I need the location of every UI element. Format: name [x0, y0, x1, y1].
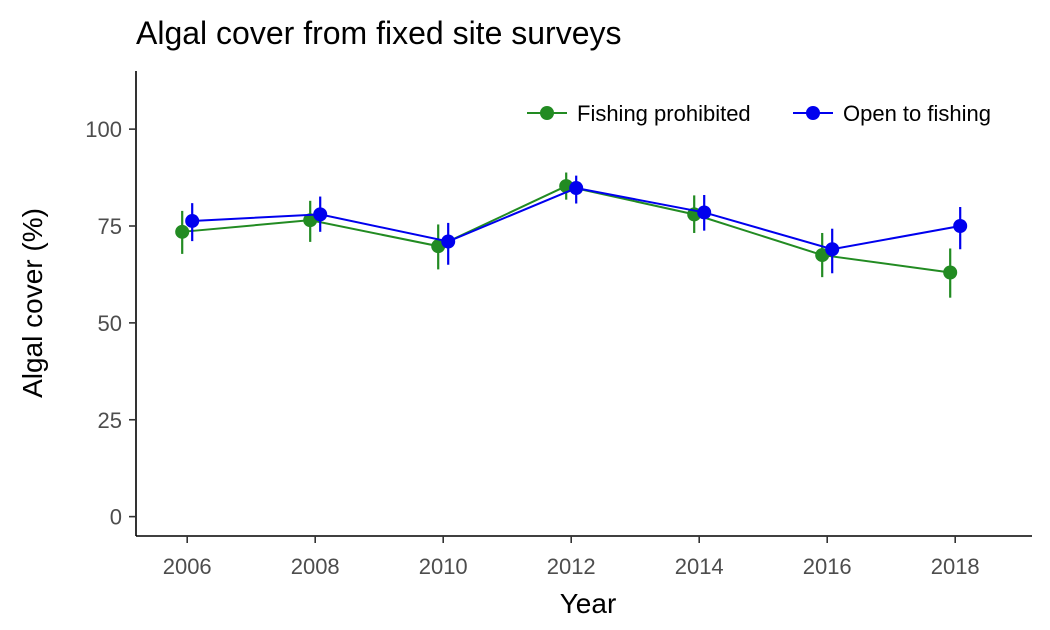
y-tick-label: 25 [98, 408, 122, 433]
data-point [185, 213, 200, 228]
data-point [697, 205, 712, 220]
data-point [825, 242, 840, 257]
data-point [441, 234, 456, 249]
y-axis: 0 25 50 75 100 [85, 117, 136, 530]
legend-item: Open to fishing [793, 101, 991, 126]
plot-area [175, 172, 968, 298]
x-axis-title: Year [560, 588, 617, 619]
x-tick-label: 2012 [547, 554, 596, 579]
x-tick-label: 2008 [291, 554, 340, 579]
legend-marker [540, 106, 554, 120]
data-point [313, 207, 328, 222]
y-tick-label: 75 [98, 214, 122, 239]
legend-label: Fishing prohibited [577, 101, 751, 126]
x-tick-label: 2010 [419, 554, 468, 579]
data-point [569, 181, 584, 196]
y-tick-label: 50 [98, 311, 122, 336]
x-tick-label: 2014 [675, 554, 724, 579]
x-axis: 2006 2008 2010 2012 2014 2016 2018 [163, 536, 980, 579]
y-tick-label: 0 [110, 505, 122, 530]
x-tick-label: 2006 [163, 554, 212, 579]
data-point [943, 265, 958, 280]
series-group [185, 175, 968, 274]
legend: Fishing prohibited Open to fishing [527, 101, 991, 126]
legend-label: Open to fishing [843, 101, 991, 126]
x-tick-label: 2018 [931, 554, 980, 579]
legend-item: Fishing prohibited [527, 101, 751, 126]
data-point [953, 219, 968, 233]
x-tick-label: 2016 [803, 554, 852, 579]
chart-title: Algal cover from fixed site surveys [136, 15, 622, 51]
y-axis-title: Algal cover (%) [17, 208, 48, 398]
y-tick-label: 100 [85, 117, 122, 142]
legend-marker [806, 106, 820, 120]
data-point [175, 224, 190, 239]
